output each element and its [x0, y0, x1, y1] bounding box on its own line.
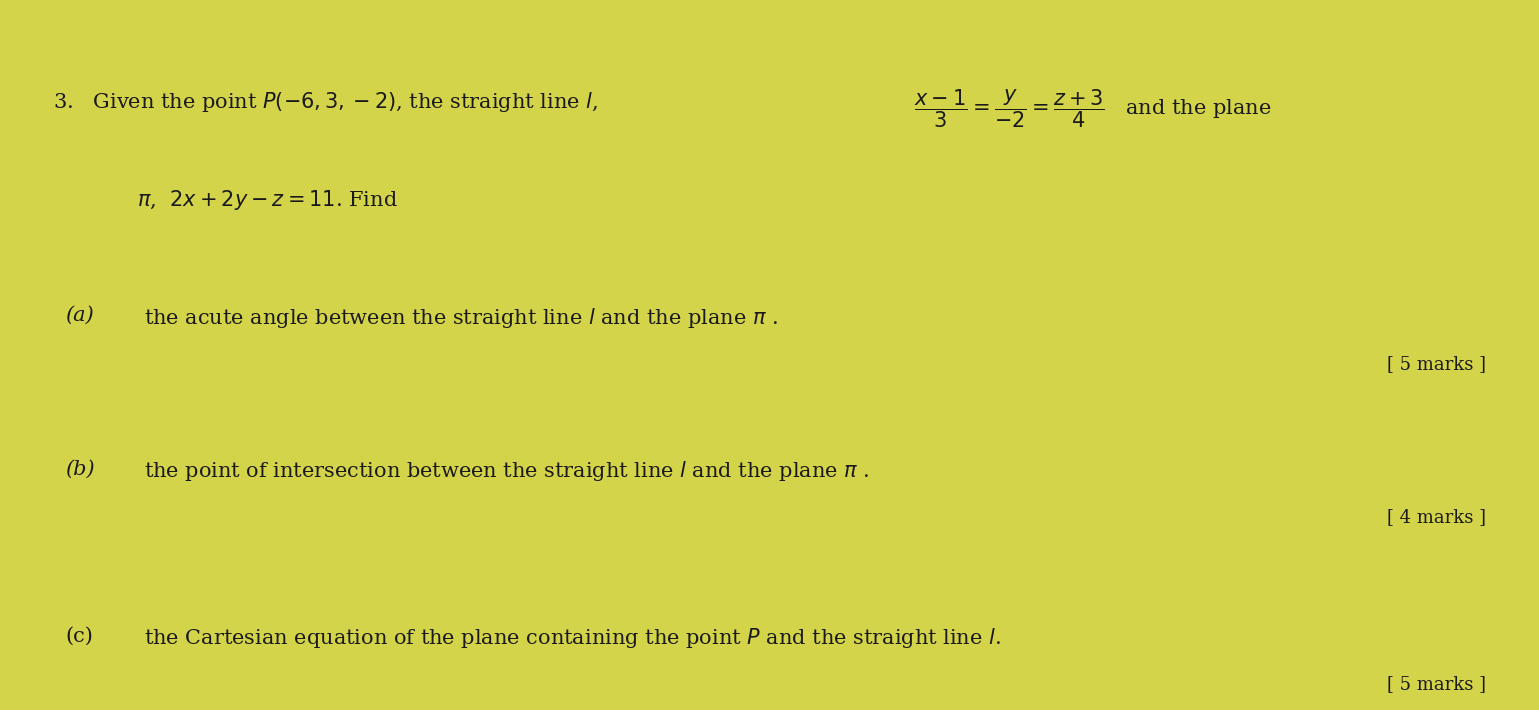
Text: (c): (c) [65, 626, 92, 645]
Text: [ 5 marks ]: [ 5 marks ] [1387, 675, 1487, 693]
Text: (a): (a) [65, 306, 94, 325]
Text: the point of intersection between the straight line $l$ and the plane $\pi$ .: the point of intersection between the st… [145, 459, 870, 484]
Text: (b): (b) [65, 459, 94, 479]
Text: $\pi$,  $2x + 2y - z = 11$. Find: $\pi$, $2x + 2y - z = 11$. Find [137, 188, 397, 212]
Text: [ 4 marks ]: [ 4 marks ] [1387, 508, 1487, 526]
Text: the acute angle between the straight line $l$ and the plane $\pi$ .: the acute angle between the straight lin… [145, 306, 779, 330]
Text: $\dfrac{x-1}{3} = \dfrac{y}{-2} = \dfrac{z+3}{4}$   and the plane: $\dfrac{x-1}{3} = \dfrac{y}{-2} = \dfrac… [914, 87, 1271, 129]
Text: 3.   Given the point $P(-6, 3, -2)$, the straight line $l$,: 3. Given the point $P(-6, 3, -2)$, the s… [52, 90, 597, 114]
Text: the Cartesian equation of the plane containing the point $P$ and the straight li: the Cartesian equation of the plane cont… [145, 626, 1000, 650]
Text: [ 5 marks ]: [ 5 marks ] [1387, 355, 1487, 373]
